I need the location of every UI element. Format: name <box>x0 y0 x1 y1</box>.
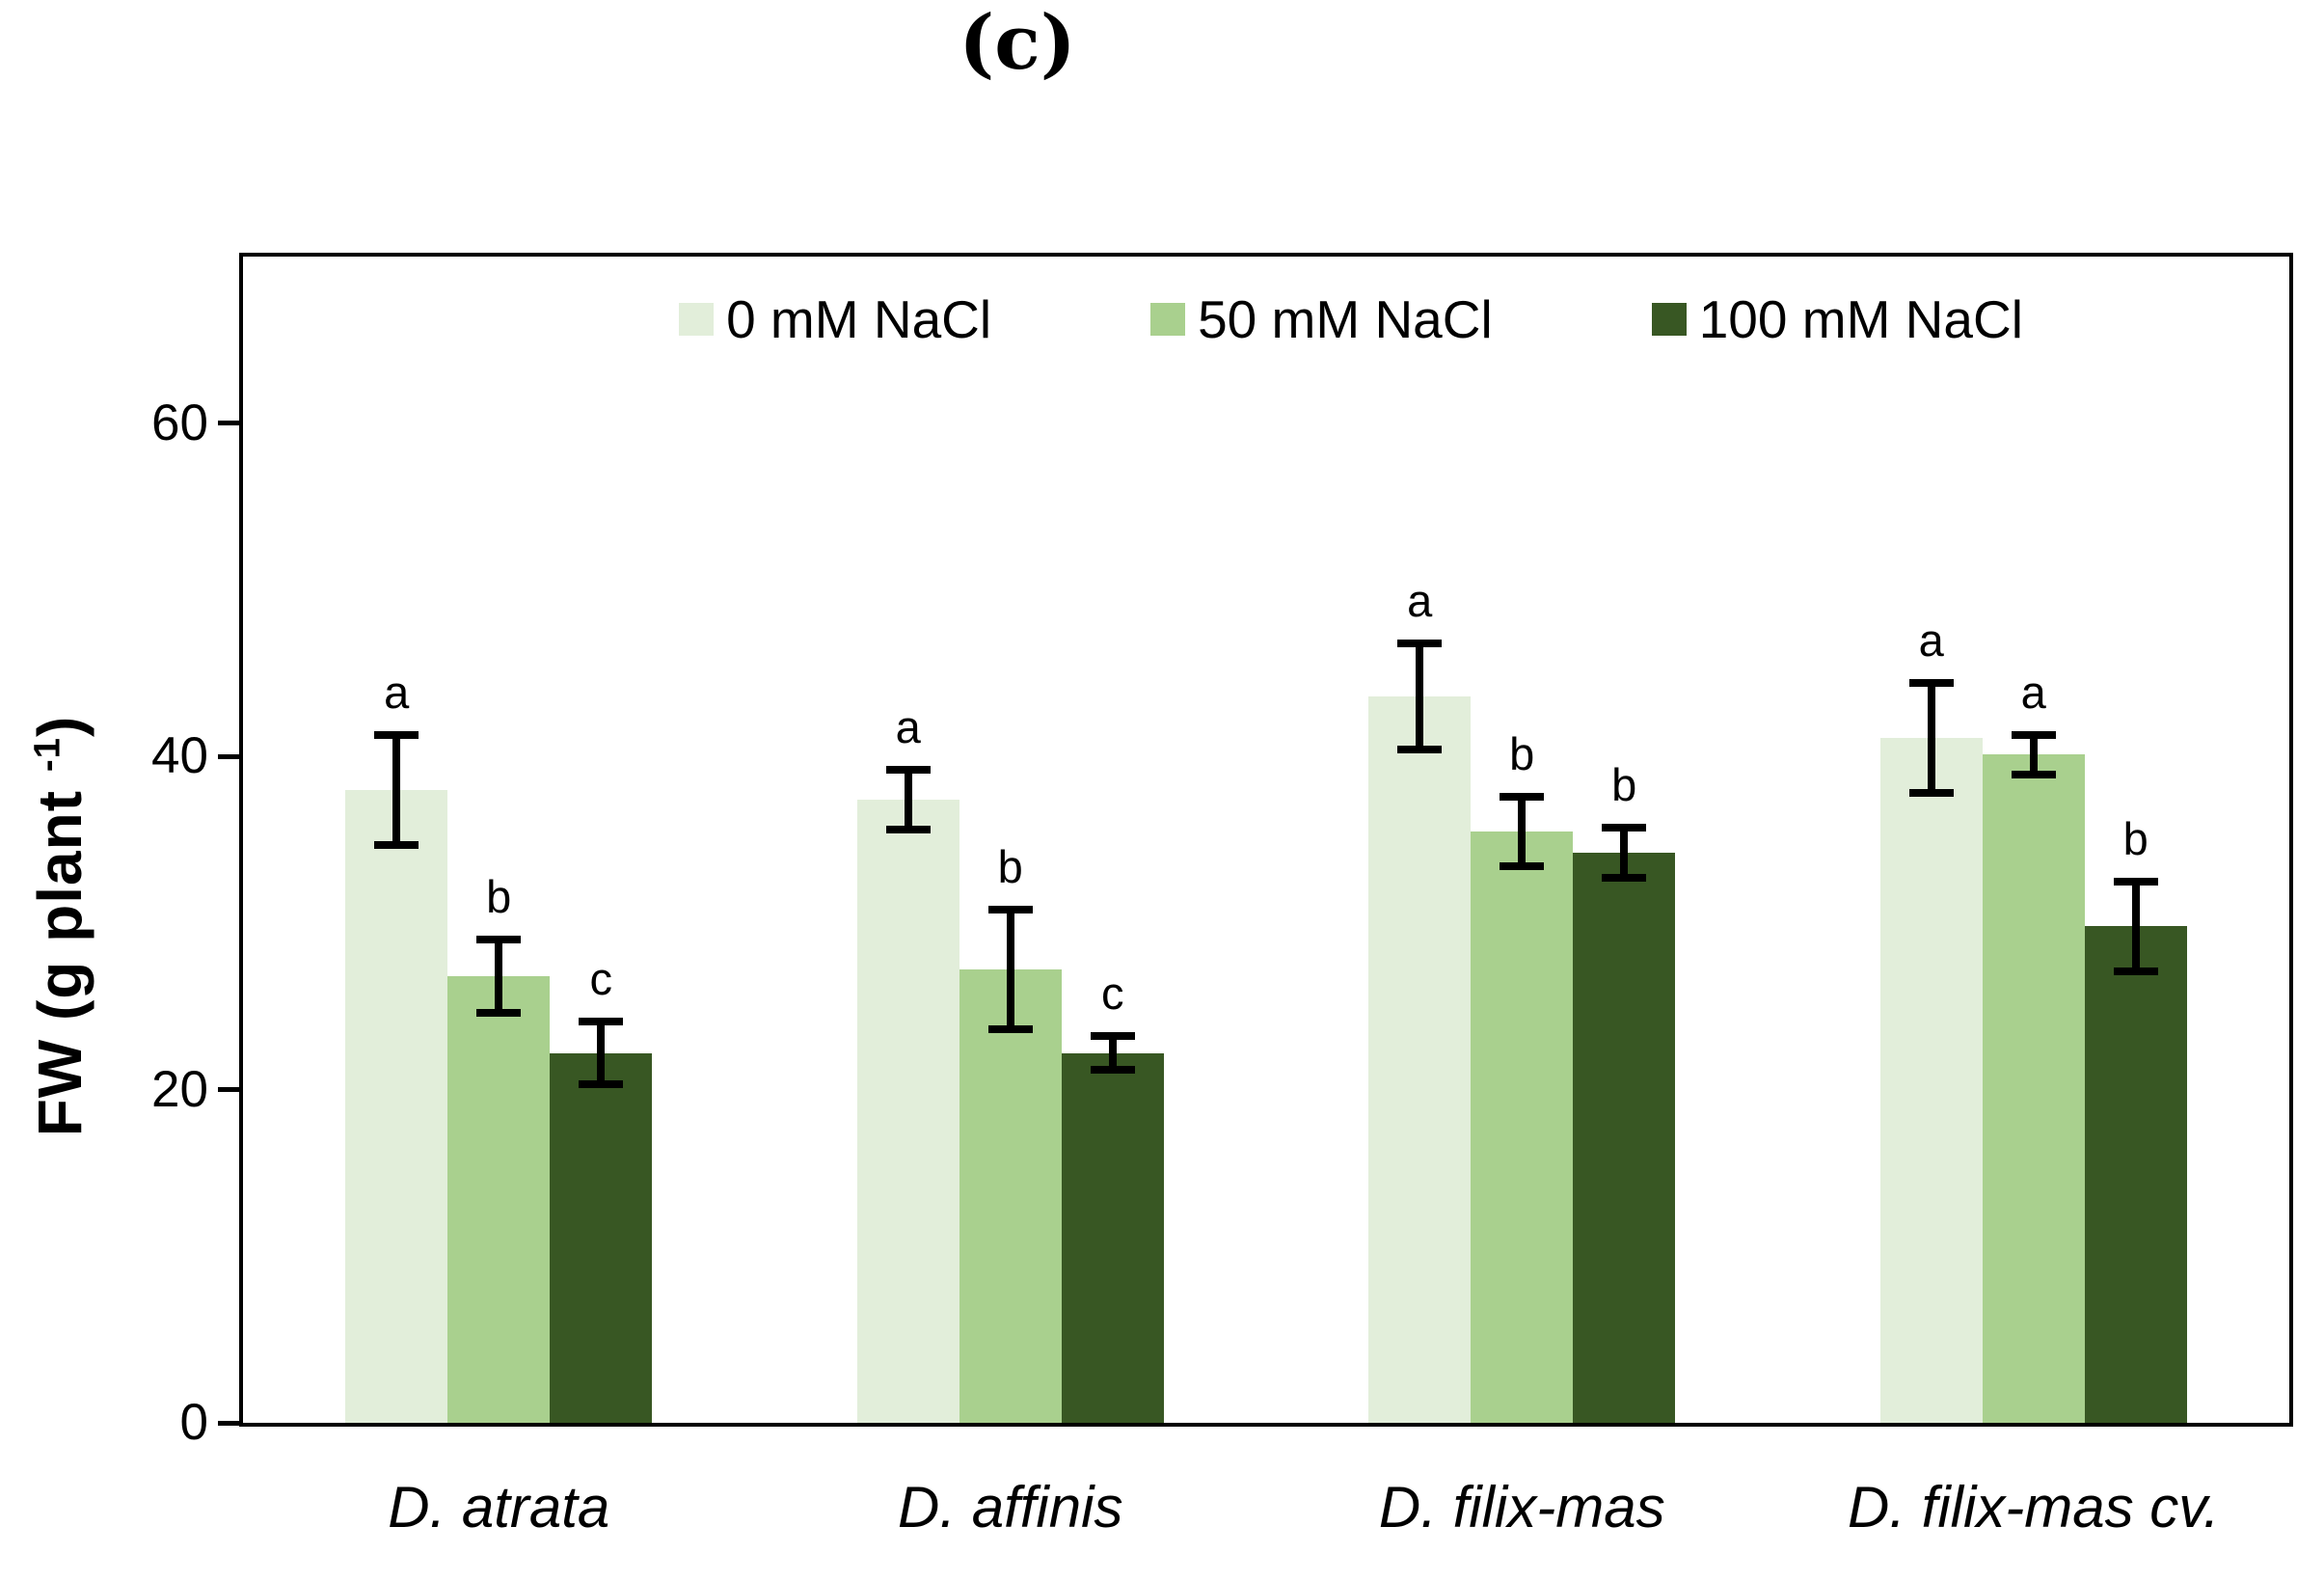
legend-item-0-mM-NaCl: 0 mM NaCl <box>679 288 992 349</box>
y-axis-tick-40 <box>218 753 239 759</box>
x-axis-category-label-2: D. filix-mas <box>1378 1475 1665 1540</box>
bar-100-mM-NaCl-cat2 <box>1573 853 1676 1423</box>
legend-swatch <box>1651 303 1687 336</box>
y-axis-tick-label-40: 40 <box>151 727 208 785</box>
error-bar-stem <box>2131 881 2140 971</box>
error-bar-top-cap <box>2011 730 2056 739</box>
plot-area: a a a a b b b a c c b b <box>243 257 2289 1423</box>
legend-label: 0 mM NaCl <box>726 288 992 349</box>
error-bar-bottom-cap <box>1397 746 1443 754</box>
error-bar-stem <box>1006 910 1014 1030</box>
error-bar-top-cap <box>1908 679 1954 688</box>
error-bar-stem <box>495 940 503 1014</box>
x-axis-category-label-1: D. affinis <box>898 1475 1123 1540</box>
error-bar-top-cap <box>579 1017 624 1025</box>
legend-item-100-mM-NaCl: 100 mM NaCl <box>1651 288 2023 349</box>
y-axis-tick-0 <box>218 1420 239 1426</box>
bar-100-mM-NaCl-cat3 <box>2084 926 2187 1423</box>
error-bar-top-cap <box>374 730 419 739</box>
significance-letter: a <box>384 666 410 718</box>
bar-100-mM-NaCl-cat1 <box>1061 1052 1164 1423</box>
error-bar-top-cap <box>476 936 522 944</box>
y-axis-title-superscript: -1 <box>26 737 68 773</box>
error-bar-bottom-cap <box>987 1025 1033 1034</box>
error-bar-stem <box>1927 683 1935 794</box>
error-bar-bottom-cap <box>2011 771 2056 779</box>
legend-item-50-mM-NaCl: 50 mM NaCl <box>1150 288 1493 349</box>
x-axis-category-label-0: D. atrata <box>388 1475 610 1540</box>
significance-letter: a <box>1918 614 1944 667</box>
y-axis-tick-60 <box>218 421 239 426</box>
error-bar-top-cap <box>2113 877 2158 886</box>
error-bar-stem <box>904 769 912 831</box>
significance-letter: c <box>589 952 613 1004</box>
significance-letter: a <box>1407 574 1433 626</box>
significance-letter: a <box>2020 666 2046 718</box>
y-axis-tick-20 <box>218 1087 239 1093</box>
error-bar-top-cap <box>1500 792 1545 801</box>
error-bar-bottom-cap <box>1090 1065 1135 1074</box>
error-bar-stem <box>1620 828 1629 879</box>
bar-0-mM-NaCl-cat2 <box>1368 695 1472 1423</box>
error-bar-bottom-cap <box>2113 967 2158 975</box>
error-bar-bottom-cap <box>1602 874 1647 883</box>
error-bar-stem <box>1416 642 1424 750</box>
error-bar-bottom-cap <box>579 1080 624 1089</box>
bar-0-mM-NaCl-cat3 <box>1879 738 1983 1423</box>
error-bar-bottom-cap <box>1908 789 1954 798</box>
significance-letter: b <box>2122 812 2148 864</box>
significance-letter: b <box>1509 727 1535 779</box>
error-bar-bottom-cap <box>1500 862 1545 871</box>
error-bar-top-cap <box>885 765 931 774</box>
error-bar-bottom-cap <box>374 840 419 849</box>
error-bar-top-cap <box>1397 639 1443 647</box>
error-bar-stem <box>597 1021 606 1085</box>
bar-0-mM-NaCl-cat1 <box>856 800 959 1423</box>
legend: 0 mM NaCl 50 mM NaCl 100 mM NaCl <box>328 290 2324 348</box>
y-axis-tick-label-0: 0 <box>179 1394 208 1451</box>
error-bar-top-cap <box>1090 1032 1135 1041</box>
legend-label: 50 mM NaCl <box>1198 288 1493 349</box>
y-axis-tick-label-20: 20 <box>151 1060 208 1118</box>
bar-50-mM-NaCl-cat3 <box>1982 754 2085 1423</box>
legend-swatch <box>1150 303 1186 336</box>
y-axis-tick-label-60: 60 <box>151 394 208 451</box>
error-bar-stem <box>1518 796 1527 867</box>
error-bar-top-cap <box>987 906 1033 914</box>
significance-letter: b <box>997 841 1023 893</box>
legend-label: 100 mM NaCl <box>1698 288 2023 349</box>
significance-letter: c <box>1101 968 1124 1020</box>
error-bar-top-cap <box>1602 824 1647 832</box>
bar-50-mM-NaCl-cat2 <box>1471 831 1574 1423</box>
bar-100-mM-NaCl-cat0 <box>550 1052 653 1423</box>
bar-50-mM-NaCl-cat1 <box>959 969 1062 1423</box>
error-bar-stem <box>2029 734 2038 776</box>
bar-0-mM-NaCl-cat0 <box>345 789 448 1423</box>
bar-50-mM-NaCl-cat0 <box>447 976 551 1423</box>
error-bar-bottom-cap <box>885 826 931 834</box>
significance-letter: b <box>1611 759 1637 811</box>
chart-panel-label: (c) <box>959 0 1076 87</box>
error-bar-stem <box>392 734 401 845</box>
error-bar-bottom-cap <box>476 1009 522 1018</box>
legend-swatch <box>679 303 715 336</box>
significance-letter: a <box>895 700 921 752</box>
x-axis-category-label-3: D. filix-mas cv. <box>1847 1475 2220 1540</box>
significance-letter: b <box>486 871 512 923</box>
error-bar-stem <box>1108 1036 1117 1070</box>
